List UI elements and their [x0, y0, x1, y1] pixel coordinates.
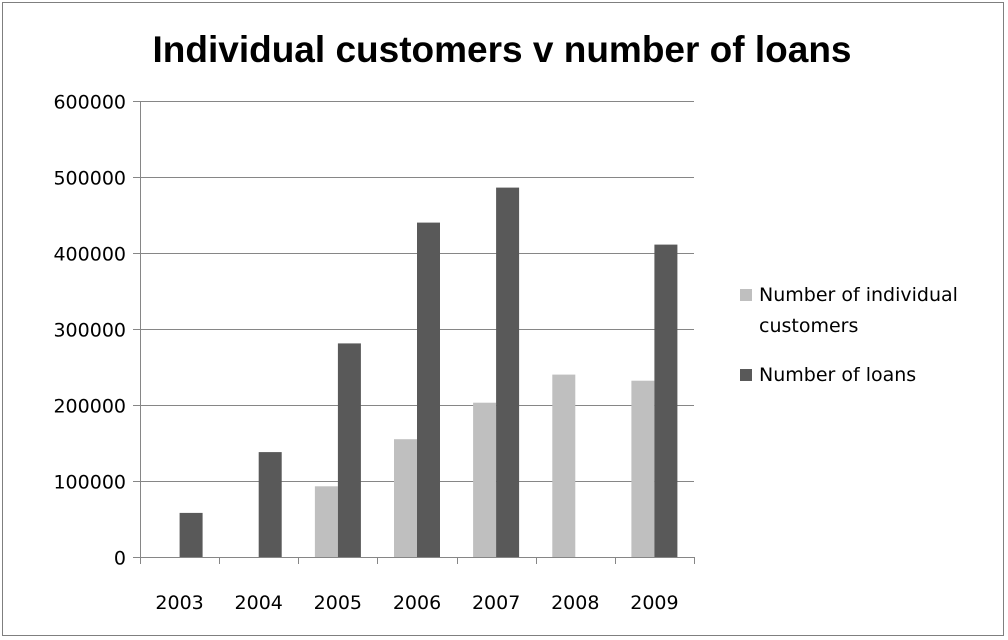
legend-swatch-customers: [740, 289, 752, 301]
legend-label-customers: Number of individual customers: [759, 284, 958, 337]
bars: [179, 187, 678, 557]
bar-customers-2009: [631, 380, 655, 557]
legend: Number of individual customers Number of l…: [740, 284, 958, 386]
chart-title: Individual customers v number of loans: [152, 29, 851, 70]
x-tick-label-2004: 2004: [235, 592, 283, 614]
bar-loans-2007: [496, 187, 520, 557]
bar-loans-2006: [417, 222, 440, 557]
x-tick-label-2005: 2005: [314, 592, 362, 614]
y-tick-label-200000: 200000: [53, 396, 126, 418]
bar-loans-2009: [654, 244, 678, 557]
bar-loans-2003: [179, 512, 203, 557]
legend-label-loans: Number of loans: [759, 364, 916, 386]
bar-customers-2005: [314, 486, 338, 557]
gridlines: [140, 101, 694, 482]
x-tick-label-2006: 2006: [393, 592, 441, 614]
bar-loans-2005: [337, 343, 361, 557]
bar-customers-2008: [552, 374, 576, 557]
y-tick-label-300000: 300000: [53, 320, 126, 342]
x-axis-tick-labels: 2003 2004 2005 2006 2007 2008 2009: [155, 592, 678, 614]
x-tick-label-2007: 2007: [472, 592, 520, 614]
y-axis-tick-labels: 0 100000 200000 300000 400000 500000 600000: [53, 92, 126, 570]
axes: [133, 101, 695, 564]
y-tick-label-500000: 500000: [53, 168, 126, 190]
bar-loans-2004: [258, 452, 282, 557]
y-tick-label-400000: 400000: [53, 244, 126, 266]
x-tick-label-2009: 2009: [630, 592, 678, 614]
x-tick-label-2008: 2008: [551, 592, 599, 614]
y-tick-label-600000: 600000: [53, 92, 126, 114]
x-tick-label-2003: 2003: [155, 592, 203, 614]
y-tick-label-100000: 100000: [53, 472, 126, 494]
legend-swatch-loans: [740, 369, 752, 381]
y-tick-label-0: 0: [114, 548, 126, 570]
bar-customers-2007: [473, 402, 497, 557]
bar-customers-2006: [394, 439, 417, 557]
